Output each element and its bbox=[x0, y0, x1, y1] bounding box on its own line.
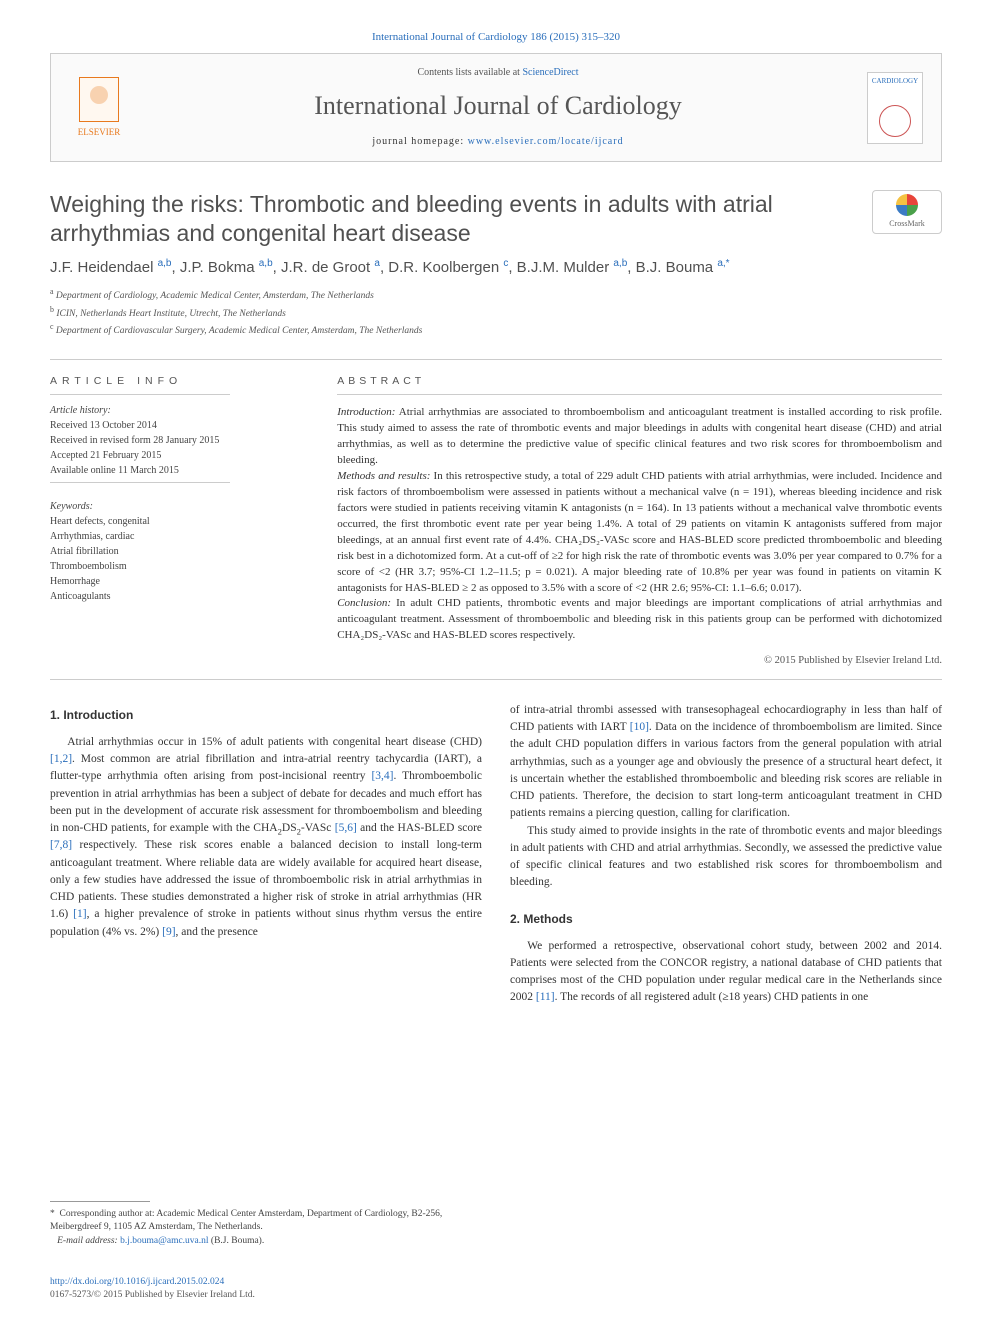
abstract-copyright: © 2015 Published by Elsevier Ireland Ltd… bbox=[337, 654, 942, 669]
methods-heading: 2. Methods bbox=[510, 910, 942, 928]
doi-link[interactable]: http://dx.doi.org/10.1016/j.ijcard.2015.… bbox=[50, 1277, 224, 1287]
article-info-column: ARTICLE INFO Article history: Received 1… bbox=[50, 374, 309, 669]
journal-header-box: ELSEVIER Contents lists available at Sci… bbox=[50, 53, 942, 161]
keyword-item: Atrial fibrillation bbox=[50, 544, 309, 559]
intro-paragraph-2: of intra-atrial thrombi assessed with tr… bbox=[510, 702, 942, 823]
crossmark-badge[interactable]: CrossMark bbox=[872, 190, 942, 234]
contents-available-line: Contents lists available at ScienceDirec… bbox=[129, 66, 867, 80]
article-title: Weighing the risks: Thrombotic and bleed… bbox=[50, 190, 872, 248]
elsevier-logo: ELSEVIER bbox=[69, 73, 129, 143]
abstract-conclusion-label: Conclusion: bbox=[337, 597, 391, 609]
abstract-column: ABSTRACT Introduction: Atrial arrhythmia… bbox=[337, 374, 942, 669]
abstract-methods: In this retrospective study, a total of … bbox=[337, 470, 942, 594]
article-history: Article history: Received 13 October 201… bbox=[50, 403, 309, 478]
intro-heading: 1. Introduction bbox=[50, 706, 482, 724]
corresponding-author-note: * Corresponding author at: Academic Medi… bbox=[50, 1208, 482, 1248]
page-footer: http://dx.doi.org/10.1016/j.ijcard.2015.… bbox=[50, 1276, 942, 1303]
elsevier-label: ELSEVIER bbox=[78, 126, 121, 139]
meta-divider-1 bbox=[50, 394, 230, 395]
journal-homepage-link[interactable]: www.elsevier.com/locate/ijcard bbox=[468, 136, 624, 147]
sciencedirect-link[interactable]: ScienceDirect bbox=[522, 67, 578, 78]
abstract-intro: Atrial arrhythmias are associated to thr… bbox=[337, 406, 942, 466]
history-online: Available online 11 March 2015 bbox=[50, 463, 309, 478]
citation-header: International Journal of Cardiology 186 … bbox=[50, 30, 942, 45]
abstract-conclusion: In adult CHD patients, thrombotic events… bbox=[337, 597, 942, 641]
keyword-item: Thromboembolism bbox=[50, 559, 309, 574]
divider-bottom bbox=[50, 679, 942, 680]
history-revised: Received in revised form 28 January 2015 bbox=[50, 433, 309, 448]
keyword-item: Hemorrhage bbox=[50, 574, 309, 589]
email-label: E-mail address: bbox=[57, 1236, 120, 1246]
title-row: Weighing the risks: Thrombotic and bleed… bbox=[50, 190, 942, 248]
author-list: J.F. Heidendael a,b, J.P. Bokma a,b, J.R… bbox=[50, 257, 942, 278]
history-accepted: Accepted 21 February 2015 bbox=[50, 448, 309, 463]
abstract-divider bbox=[337, 394, 942, 395]
elsevier-tree-icon bbox=[79, 77, 119, 122]
keyword-item: Anticoagulants bbox=[50, 589, 309, 604]
abstract-intro-label: Introduction: bbox=[337, 406, 395, 418]
keywords-label: Keywords: bbox=[50, 499, 309, 514]
journal-cover-thumb: CARDIOLOGY bbox=[867, 72, 923, 144]
crossmark-icon bbox=[896, 194, 918, 216]
intro-paragraph-3: This study aimed to provide insights in … bbox=[510, 823, 942, 892]
article-body: 1. Introduction Atrial arrhythmias occur… bbox=[50, 702, 942, 1248]
corresponding-label: Corresponding author at: bbox=[60, 1209, 157, 1219]
history-label: Article history: bbox=[50, 403, 309, 418]
crossmark-label: CrossMark bbox=[889, 218, 925, 229]
divider-top bbox=[50, 359, 942, 360]
intro-paragraph-1: Atrial arrhythmias occur in 15% of adult… bbox=[50, 734, 482, 941]
email-suffix: (B.J. Bouma). bbox=[209, 1236, 265, 1246]
header-center: Contents lists available at ScienceDirec… bbox=[129, 66, 867, 148]
footnote-separator bbox=[50, 1201, 150, 1202]
article-info-heading: ARTICLE INFO bbox=[50, 374, 309, 389]
meta-divider-2 bbox=[50, 482, 230, 483]
corresponding-email[interactable]: b.j.bouma@amc.uva.nl bbox=[120, 1236, 208, 1246]
abstract-heading: ABSTRACT bbox=[337, 374, 942, 389]
keyword-item: Arrhythmias, cardiac bbox=[50, 529, 309, 544]
journal-homepage-line: journal homepage: www.elsevier.com/locat… bbox=[129, 135, 867, 149]
keywords-block: Keywords: Heart defects, congenitalArrhy… bbox=[50, 499, 309, 604]
journal-name: International Journal of Cardiology bbox=[129, 88, 867, 124]
meta-abstract-row: ARTICLE INFO Article history: Received 1… bbox=[50, 374, 942, 669]
citation-link[interactable]: International Journal of Cardiology 186 … bbox=[372, 31, 620, 43]
abstract-methods-label: Methods and results: bbox=[337, 470, 430, 482]
keyword-item: Heart defects, congenital bbox=[50, 514, 309, 529]
issn-copyright: 0167-5273/© 2015 Published by Elsevier I… bbox=[50, 1290, 255, 1300]
methods-paragraph-1: We performed a retrospective, observatio… bbox=[510, 938, 942, 1007]
affiliations: a Department of Cardiology, Academic Med… bbox=[50, 286, 942, 338]
abstract-text: Introduction: Atrial arrhythmias are ass… bbox=[337, 405, 942, 644]
history-received: Received 13 October 2014 bbox=[50, 418, 309, 433]
footnote-star: * bbox=[50, 1209, 55, 1219]
